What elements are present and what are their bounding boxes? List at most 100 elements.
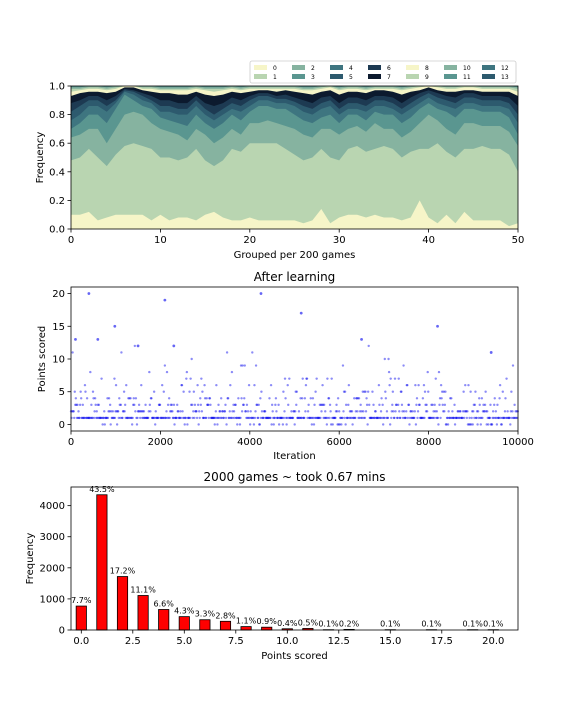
scatter-point — [327, 397, 330, 400]
scatter-point — [243, 397, 246, 400]
scatter-point — [324, 410, 327, 413]
scatter-point — [379, 410, 383, 413]
scatter-point — [355, 397, 358, 400]
scatter-point — [461, 410, 465, 413]
x-tick-label: 4000 — [237, 437, 262, 448]
scatter-point — [378, 403, 381, 407]
scatter-point — [267, 416, 270, 420]
x-tick-label: 6000 — [326, 437, 351, 448]
scatter-point — [484, 410, 488, 413]
scatter-point — [435, 410, 439, 413]
scatter-point — [163, 298, 167, 302]
scatter-point — [104, 416, 107, 420]
scatter-point — [509, 410, 513, 413]
scatter-point — [395, 416, 399, 420]
scatter-point — [274, 397, 278, 400]
scatter-point — [284, 397, 287, 400]
scatter-point — [359, 416, 363, 420]
scatter-point — [500, 423, 503, 426]
scatter-point — [482, 410, 486, 413]
scatter-point — [118, 397, 121, 400]
scatter-point — [107, 397, 111, 400]
scatter-point — [148, 403, 152, 407]
legend-label-4: 4 — [349, 65, 353, 72]
scatter-point — [117, 410, 120, 413]
scatter-point — [79, 390, 82, 393]
scatter-point — [367, 344, 370, 348]
scatter-point — [449, 416, 452, 420]
scatter-point — [140, 383, 143, 387]
scatter-point — [436, 416, 440, 420]
x-tick-label: 20.0 — [482, 636, 504, 647]
scatter-point — [335, 403, 338, 407]
scatter-point — [413, 416, 416, 420]
scatter-point — [390, 416, 393, 420]
scatter-point — [165, 410, 168, 413]
scatter-point — [113, 324, 117, 328]
scatter-point — [290, 410, 293, 413]
scatter-point — [221, 410, 224, 413]
scatter-point — [393, 416, 396, 420]
x-tick-label: 0.0 — [73, 636, 89, 647]
scatter-point — [393, 377, 397, 380]
scatter-point — [406, 416, 410, 420]
scatter-point — [139, 410, 142, 413]
scatter-point — [259, 397, 262, 400]
scatter-point — [253, 383, 256, 387]
scatter-point — [178, 416, 181, 420]
scatter-point — [110, 416, 113, 420]
scatter-point — [489, 403, 492, 407]
scatter-point — [285, 416, 289, 420]
scatter-point — [350, 416, 353, 420]
scatter-point — [485, 423, 488, 426]
legend-label-5: 5 — [349, 74, 353, 81]
scatter-point — [218, 410, 222, 413]
scatter-point — [276, 416, 279, 420]
scatter-point — [167, 416, 170, 420]
scatter-point — [187, 416, 190, 420]
scatter-point — [155, 416, 158, 420]
scatter-point — [121, 410, 125, 413]
scatter-point — [123, 403, 127, 407]
scatter-point — [76, 416, 80, 420]
x-tick-label: 5.0 — [176, 636, 192, 647]
scatter-point — [316, 416, 319, 420]
scatter-point — [143, 416, 147, 420]
scatter-point — [409, 410, 413, 413]
scatter-point — [377, 416, 380, 420]
scatter-point — [193, 403, 197, 407]
scatter-point — [105, 416, 108, 420]
x-tick-label: 2000 — [148, 437, 173, 448]
scatter-point — [498, 383, 502, 387]
scatter-point — [488, 416, 492, 420]
scatter-point — [142, 410, 146, 413]
scatter-point — [79, 397, 83, 400]
scatter-point — [294, 410, 297, 413]
scatter-point — [158, 403, 162, 407]
scatter-point — [392, 410, 395, 413]
scatter-point — [410, 416, 414, 420]
scatter-point — [355, 397, 359, 400]
scatter-point — [174, 416, 178, 420]
scatter-point — [306, 416, 309, 420]
scatter-point — [480, 397, 484, 400]
scatter-point — [390, 410, 393, 413]
scatter-point — [230, 370, 234, 374]
scatter-point — [189, 377, 192, 380]
scatter-point — [508, 416, 511, 420]
scatter-point — [395, 403, 398, 407]
scatter-point — [509, 423, 512, 426]
scatter-point — [384, 397, 388, 400]
scatter-point — [426, 370, 429, 374]
scatter-point — [421, 397, 425, 400]
scatter-point — [308, 416, 311, 420]
scatter-point — [111, 416, 114, 420]
scatter-point — [436, 416, 439, 420]
scatter-point — [229, 416, 233, 420]
scatter-point — [112, 416, 116, 420]
scatter-point — [424, 410, 428, 413]
scatter-point — [227, 416, 230, 420]
scatter-point — [149, 410, 152, 413]
scatter-point — [407, 403, 411, 407]
